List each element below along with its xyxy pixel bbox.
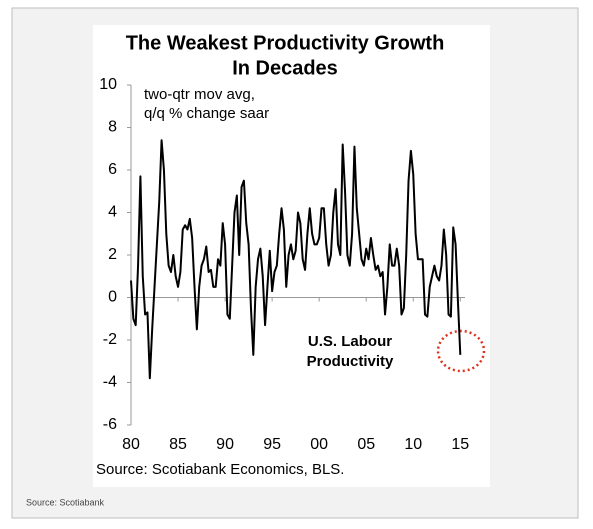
data-line bbox=[130, 139, 462, 380]
chart-title: The Weakest Productivity Growth bbox=[126, 32, 445, 54]
highlight-circle bbox=[436, 329, 486, 373]
y-tick-label: -6 bbox=[103, 416, 117, 433]
annotation: q/q % change saar bbox=[144, 105, 269, 122]
x-tick-label: 15 bbox=[451, 436, 469, 453]
x-tick-label: 05 bbox=[357, 436, 375, 453]
footer: Source: Scotiabank bbox=[26, 497, 105, 507]
x-tick-label: 10 bbox=[404, 436, 422, 453]
x-tick-label: 90 bbox=[216, 436, 234, 453]
x-tick-label: 95 bbox=[263, 436, 281, 453]
chart-panel bbox=[93, 25, 490, 487]
y-tick-label: 0 bbox=[108, 289, 117, 306]
annotation: U.S. Labour bbox=[308, 333, 392, 350]
x-tick-label: 00 bbox=[310, 436, 328, 453]
y-tick-label: 4 bbox=[108, 204, 117, 221]
annotation: two-qtr mov avg, bbox=[144, 86, 255, 103]
y-tick-label: -4 bbox=[103, 374, 117, 391]
chart-title: In Decades bbox=[232, 57, 338, 79]
y-tick-label: -2 bbox=[103, 331, 117, 348]
y-tick-label: 6 bbox=[108, 161, 117, 178]
annotation: Productivity bbox=[307, 353, 394, 370]
y-tick-label: 10 bbox=[99, 76, 117, 93]
x-tick-label: 85 bbox=[169, 436, 187, 453]
y-tick-label: 2 bbox=[108, 246, 117, 263]
source: Source: Scotiabank Economics, BLS. bbox=[96, 461, 344, 478]
x-tick-label: 80 bbox=[122, 436, 140, 453]
y-tick-label: 8 bbox=[108, 119, 117, 136]
